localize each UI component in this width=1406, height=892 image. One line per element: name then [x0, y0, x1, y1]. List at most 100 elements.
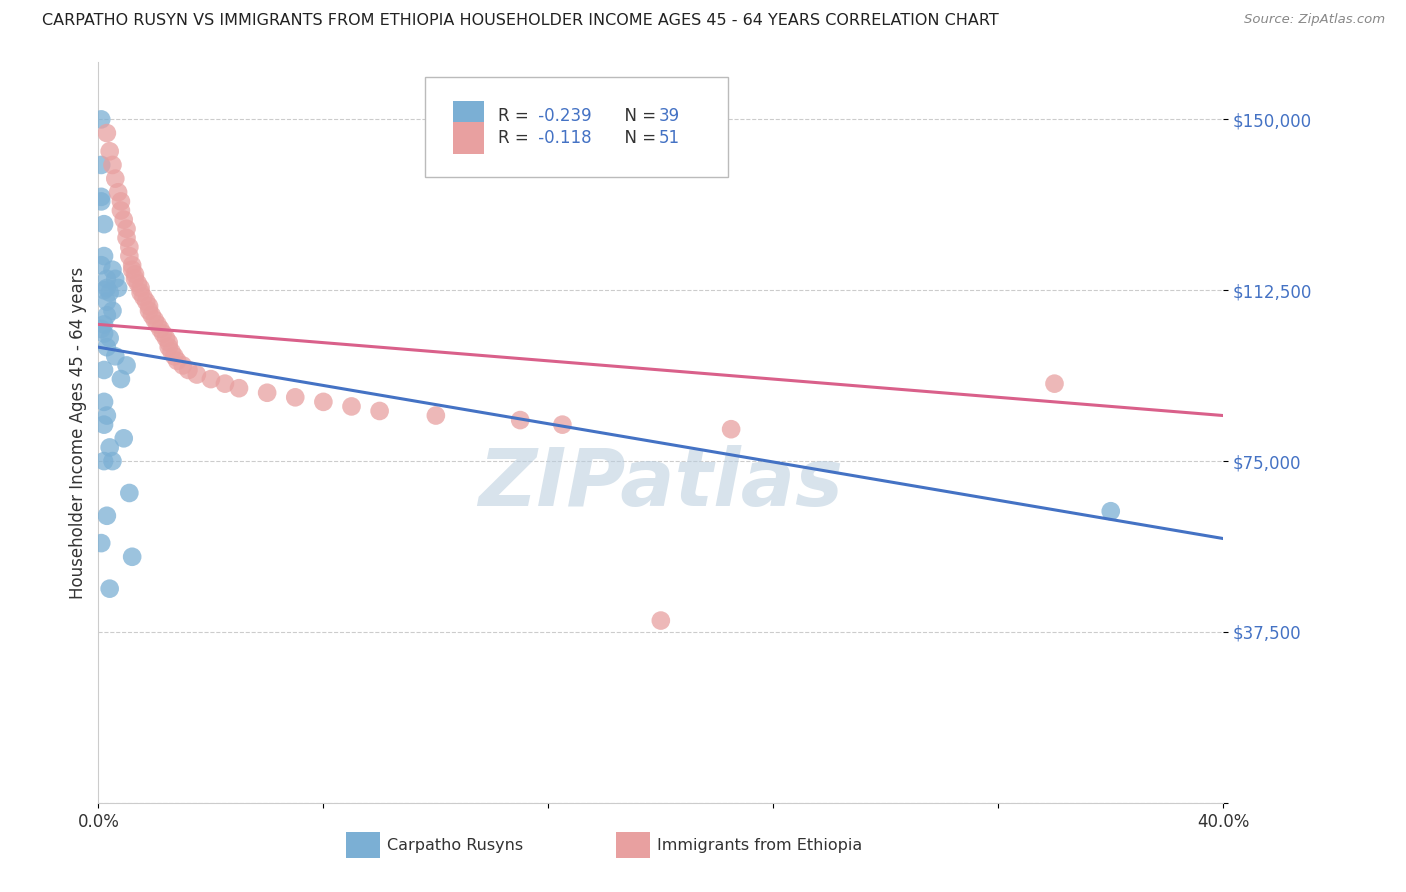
Point: [110, 372, 132, 386]
Point: [166, 354, 188, 368]
Point: [118, 486, 141, 500]
Point: [129, 281, 152, 295]
Point: [96, 126, 118, 140]
Point: [101, 158, 124, 172]
Point: [93, 395, 115, 409]
Point: [121, 262, 143, 277]
Point: [200, 372, 222, 386]
Point: [104, 171, 127, 186]
FancyBboxPatch shape: [453, 122, 484, 153]
Point: [551, 417, 574, 432]
Point: [129, 285, 152, 300]
Point: [284, 390, 307, 404]
Text: 39: 39: [658, 108, 679, 126]
Point: [118, 249, 141, 263]
Point: [186, 368, 208, 382]
Point: [98, 145, 121, 159]
Point: [146, 318, 169, 332]
Point: [101, 303, 124, 318]
Point: [138, 303, 160, 318]
Point: [96, 294, 118, 309]
Point: [93, 454, 115, 468]
Point: [155, 331, 177, 345]
Point: [98, 285, 121, 300]
Point: [112, 431, 135, 445]
Point: [172, 359, 194, 373]
Point: [160, 344, 183, 359]
Point: [177, 363, 200, 377]
Text: ZIPatlas: ZIPatlas: [478, 445, 844, 524]
FancyBboxPatch shape: [616, 832, 650, 858]
Point: [115, 359, 138, 373]
Point: [228, 381, 250, 395]
Point: [720, 422, 742, 436]
Point: [93, 363, 115, 377]
Point: [163, 349, 186, 363]
Point: [115, 231, 138, 245]
Point: [1099, 504, 1122, 518]
Point: [101, 454, 124, 468]
Point: [143, 313, 166, 327]
Point: [110, 203, 132, 218]
Point: [121, 258, 143, 272]
Y-axis label: Householder Income Ages 45 - 64 years: Householder Income Ages 45 - 64 years: [69, 267, 87, 599]
FancyBboxPatch shape: [425, 78, 728, 178]
Point: [96, 409, 118, 423]
Point: [93, 283, 115, 297]
Text: N =: N =: [613, 108, 661, 126]
Point: [93, 217, 115, 231]
FancyBboxPatch shape: [453, 101, 484, 132]
Text: Carpatho Rusyns: Carpatho Rusyns: [388, 838, 523, 853]
Point: [115, 221, 138, 235]
Point: [509, 413, 531, 427]
Point: [157, 340, 180, 354]
Point: [93, 249, 115, 263]
Point: [93, 318, 115, 332]
Point: [90, 158, 112, 172]
Point: [138, 299, 160, 313]
Point: [118, 240, 141, 254]
Point: [425, 409, 447, 423]
Point: [90, 536, 112, 550]
Point: [149, 322, 172, 336]
Point: [132, 290, 155, 304]
Point: [124, 272, 146, 286]
Point: [152, 326, 174, 341]
Point: [124, 268, 146, 282]
Point: [256, 385, 278, 400]
Text: R =: R =: [498, 129, 534, 147]
Point: [110, 194, 132, 209]
Point: [107, 281, 129, 295]
Point: [90, 194, 112, 209]
Point: [101, 262, 124, 277]
Point: [214, 376, 236, 391]
Point: [93, 326, 115, 341]
Point: [135, 294, 157, 309]
Text: Source: ZipAtlas.com: Source: ZipAtlas.com: [1244, 13, 1385, 27]
Point: [98, 582, 121, 596]
Text: -0.118: -0.118: [533, 129, 591, 147]
Text: 51: 51: [658, 129, 679, 147]
Point: [90, 112, 112, 127]
Text: -0.239: -0.239: [533, 108, 591, 126]
Point: [96, 272, 118, 286]
Point: [98, 331, 121, 345]
Point: [90, 322, 112, 336]
Point: [90, 190, 112, 204]
Point: [104, 272, 127, 286]
Point: [650, 614, 672, 628]
Text: R =: R =: [498, 108, 534, 126]
FancyBboxPatch shape: [346, 832, 380, 858]
Point: [96, 308, 118, 322]
Point: [141, 308, 163, 322]
Point: [1043, 376, 1066, 391]
Point: [96, 281, 118, 295]
Point: [157, 335, 180, 350]
Point: [93, 417, 115, 432]
Point: [107, 186, 129, 200]
Point: [98, 441, 121, 455]
Point: [127, 277, 149, 291]
Text: N =: N =: [613, 129, 661, 147]
Point: [90, 258, 112, 272]
Point: [312, 395, 335, 409]
